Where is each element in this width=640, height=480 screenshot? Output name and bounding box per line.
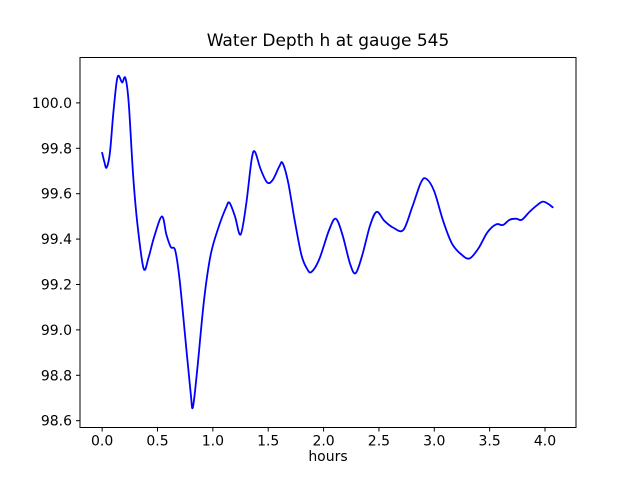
y-tick-label: 99.0	[41, 323, 72, 339]
x-tick-label: 2.0	[312, 434, 334, 450]
chart-title: Water Depth h at gauge 545	[206, 31, 450, 51]
y-tick-label: 99.8	[41, 141, 72, 157]
y-tick-label: 99.4	[41, 232, 72, 248]
x-tick-label: 3.0	[423, 434, 445, 450]
x-tick-label: 3.5	[479, 434, 501, 450]
y-tick-label: 99.2	[41, 277, 72, 293]
x-tick-label: 2.5	[368, 434, 390, 450]
y-tick-label: 100.0	[32, 96, 72, 112]
water-depth-line	[101, 74, 554, 410]
x-tick-label: 1.5	[257, 434, 279, 450]
x-tick-label: 0.0	[91, 434, 113, 450]
x-tick-label: 1.0	[202, 434, 224, 450]
x-tick-label: 4.0	[534, 434, 556, 450]
x-tick-label: 0.5	[146, 434, 168, 450]
y-tick-label: 98.6	[41, 414, 72, 430]
y-tick-label: 99.6	[41, 187, 72, 203]
x-axis-label: hours	[308, 449, 348, 465]
y-tick-label: 98.8	[41, 368, 72, 384]
axes-frame	[79, 57, 577, 428]
